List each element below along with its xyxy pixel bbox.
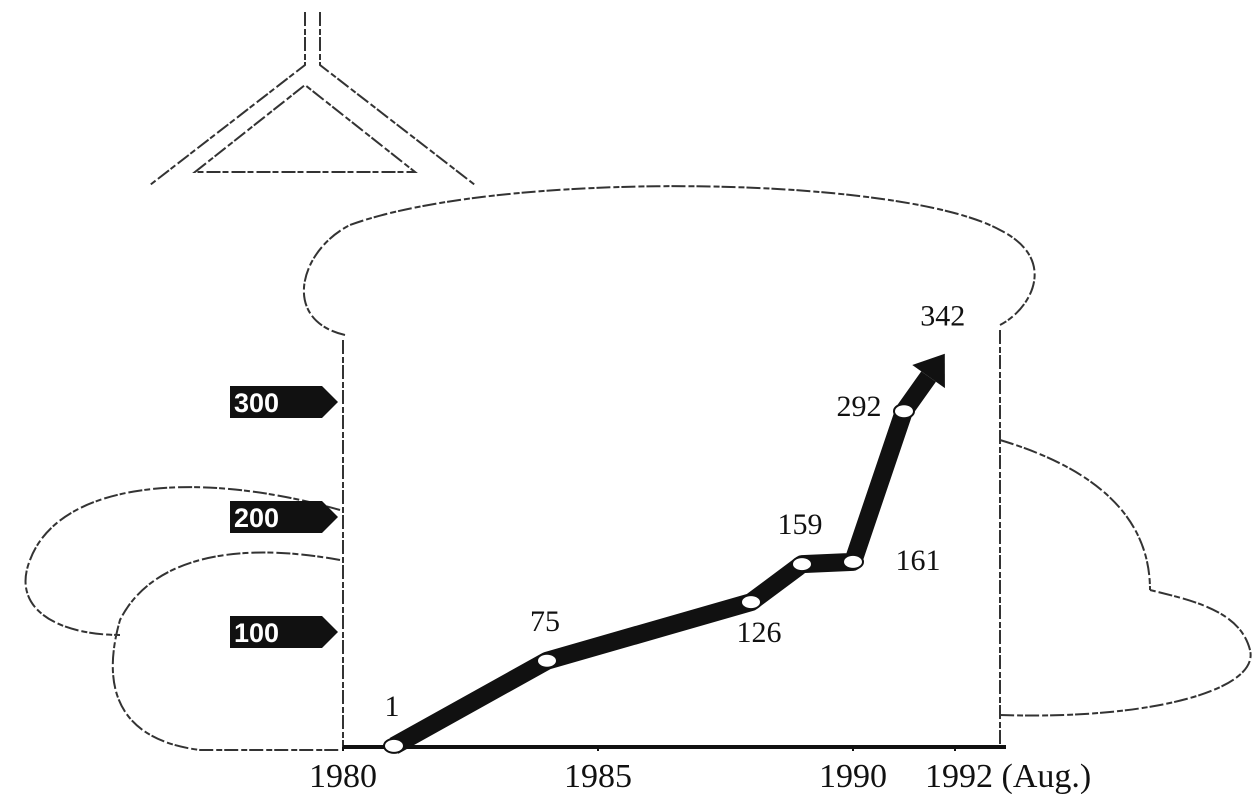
roll-right — [999, 439, 1252, 717]
arrow-head — [912, 353, 945, 389]
y-tick-label: 300 — [234, 388, 279, 418]
x-tick-label: 1980 — [309, 758, 377, 794]
y-tick-tag — [230, 616, 338, 648]
loaf-sides — [342, 330, 1001, 750]
y-tick-tag — [230, 501, 338, 533]
roof-inner — [192, 83, 418, 173]
y-tick-label: 200 — [234, 503, 279, 533]
x-tick-label: 1990 — [819, 758, 887, 794]
point — [842, 553, 864, 570]
y-tick-tag — [230, 386, 338, 418]
point — [536, 652, 558, 669]
loaf-top — [302, 185, 1036, 336]
value-label: 159 — [778, 508, 823, 541]
value-label: 126 — [737, 616, 782, 649]
value-label: 1 — [385, 690, 400, 723]
roof — [149, 12, 476, 186]
value-label: 75 — [530, 605, 560, 638]
bread-illustration — [24, 12, 1252, 751]
value-label: 292 — [837, 390, 882, 423]
value-label: 342 — [920, 300, 965, 333]
point — [791, 556, 813, 573]
value-label: 161 — [896, 544, 941, 577]
point — [740, 594, 762, 611]
x-tick-label: 1992 (Aug.) — [925, 758, 1091, 794]
x-tick-label: 1985 — [564, 758, 632, 794]
y-tick-label: 100 — [234, 618, 279, 648]
point — [383, 737, 405, 754]
roll-left — [24, 486, 341, 751]
point — [893, 403, 915, 420]
